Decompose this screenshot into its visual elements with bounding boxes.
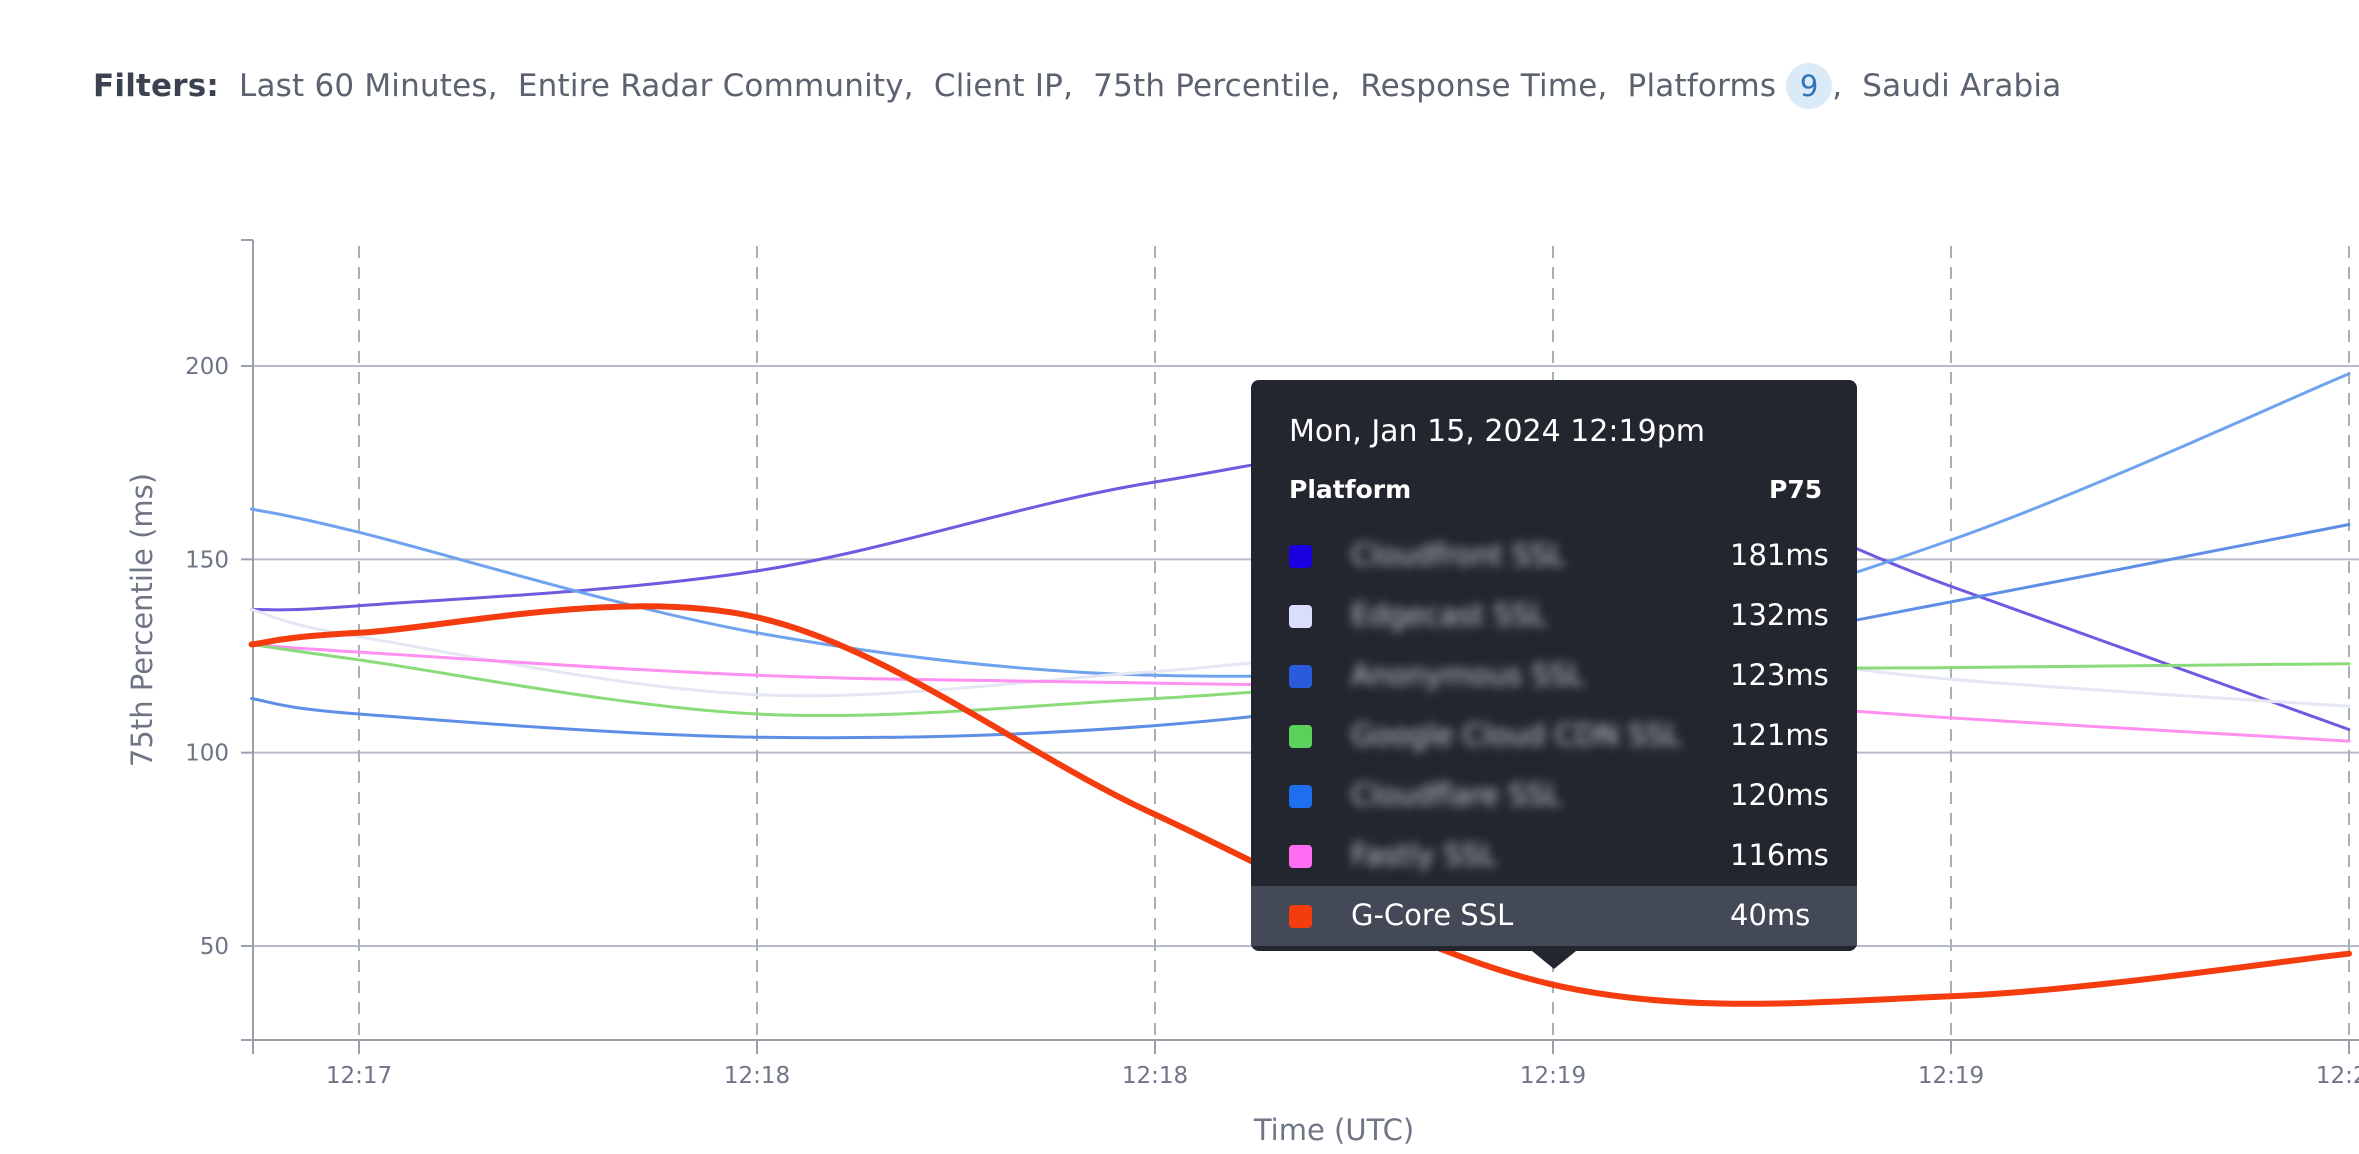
tooltip-platform-value: 123ms <box>1730 658 1829 692</box>
tooltip-platform-name: Edgecast SSL <box>1351 598 1547 632</box>
series-swatch <box>1289 785 1312 808</box>
filter-chip[interactable]: Response Time, <box>1360 68 1627 104</box>
y-tick-label: 150 <box>185 547 229 573</box>
tooltip-platform-name: Anonymous SSL <box>1351 658 1585 692</box>
y-axis-title: 75th Percentile (ms) <box>125 473 159 767</box>
filter-chips: Last 60 Minutes, Entire Radar Community, C… <box>239 63 2081 109</box>
x-axis-title: Time (UTC) <box>1253 1113 1414 1147</box>
tooltip-row: Edgecast SSL 132ms <box>1251 586 1857 646</box>
series-line <box>250 642 2351 743</box>
filter-chip[interactable]: Entire Radar Community, <box>518 68 934 104</box>
x-tick-label: 12:19 <box>1520 1063 1586 1089</box>
series-lines <box>248 372 2352 1007</box>
filter-separator: , <box>1063 68 1074 104</box>
x-tick-label: 12:20 <box>2316 1063 2359 1089</box>
tooltip-row: G-Core SSL 40ms <box>1251 886 1857 946</box>
tooltip-platform-value: 132ms <box>1730 598 1829 632</box>
tooltip-row: Cloudfront SSL 181ms <box>1251 526 1857 586</box>
tooltip-platform-value: 120ms <box>1730 778 1829 812</box>
y-tick-label: 100 <box>185 741 229 767</box>
tooltip-header: Platform P75 <box>1289 475 1823 504</box>
filter-chip-label: Saudi Arabia <box>1862 68 2062 104</box>
tooltip-platform-value: 40ms <box>1730 898 1811 932</box>
filters-bar: Filters: Last 60 Minutes, Entire Radar Co… <box>93 62 2081 110</box>
series-swatch <box>1289 605 1312 628</box>
series-line <box>250 523 2351 740</box>
tooltip-row: Anonymous SSL 123ms <box>1251 646 1857 706</box>
filter-chip-label: Response Time <box>1360 68 1598 104</box>
tooltip-row: Google Cloud CDN SSL 121ms <box>1251 706 1857 766</box>
series-line-highlighted <box>248 603 2352 1007</box>
x-tick-label: 12:19 <box>1918 1063 1984 1089</box>
tooltip-platform-value: 121ms <box>1730 718 1829 752</box>
filter-separator: , <box>1832 68 1843 104</box>
filter-chip-label: Last 60 Minutes <box>239 68 488 104</box>
filter-separator: , <box>487 68 498 104</box>
series-line <box>250 372 2351 678</box>
tooltip-col-platform: Platform <box>1289 475 1412 504</box>
series-swatch <box>1289 905 1312 928</box>
hover-tooltip: Mon, Jan 15, 2024 12:19pm Platform P75 C… <box>1251 380 1857 969</box>
series-line <box>250 437 2351 731</box>
tooltip-platform-name: Cloudfront SSL <box>1351 538 1566 572</box>
filter-chip-label: Client IP <box>933 68 1064 104</box>
filter-separator: , <box>1330 68 1341 104</box>
filter-count-badge: 9 <box>1786 63 1833 109</box>
series-swatch <box>1289 545 1312 568</box>
tooltip-platform-value: 181ms <box>1730 538 1829 572</box>
filter-chip-label: Platforms <box>1627 68 1777 104</box>
x-tick-labels: 12:17 12:18 12:18 12:19 12:19 12:20 <box>326 1063 2359 1089</box>
series-line <box>250 642 2351 718</box>
filter-chip[interactable]: Client IP, <box>934 68 1093 104</box>
tooltip-platform-value: 116ms <box>1730 838 1829 872</box>
tooltip-platform-name: Google Cloud CDN SSL <box>1351 718 1682 752</box>
y-tick-labels: 50 100 150 200 <box>185 354 229 960</box>
filter-chip[interactable]: Last 60 Minutes, <box>239 68 518 104</box>
y-tick-label: 200 <box>185 354 229 380</box>
filters-label: Filters: <box>93 68 220 104</box>
tooltip-col-value: P75 <box>1769 475 1823 504</box>
tooltip-platform-name: Cloudflare SSL <box>1351 778 1562 812</box>
tooltip-platform-name: G-Core SSL <box>1351 898 1514 932</box>
series-swatch <box>1289 725 1312 748</box>
filter-separator: , <box>1597 68 1608 104</box>
filter-chip[interactable]: Saudi Arabia <box>1862 68 2081 104</box>
tooltip-row: Cloudflare SSL 120ms <box>1251 766 1857 826</box>
series-swatch <box>1289 665 1312 688</box>
x-tick-label: 12:18 <box>1122 1063 1188 1089</box>
tooltip-platform-name: Fastly SSL <box>1351 838 1497 872</box>
tooltip-row: Fastly SSL 116ms <box>1251 826 1857 886</box>
x-tick-label: 12:18 <box>724 1063 790 1089</box>
tooltip-date: Mon, Jan 15, 2024 12:19pm <box>1289 414 1705 449</box>
x-tick-label: 12:17 <box>326 1063 392 1089</box>
filter-chip[interactable]: 75th Percentile, <box>1093 68 1360 104</box>
filter-chip-label: Entire Radar Community <box>517 68 904 104</box>
filter-chip-label: 75th Percentile <box>1093 68 1331 104</box>
filter-separator: , <box>903 68 914 104</box>
series-swatch <box>1289 845 1312 868</box>
series-line <box>250 608 2351 708</box>
y-tick-label: 50 <box>200 934 229 960</box>
filter-chip[interactable]: Platforms 9, <box>1628 63 1863 109</box>
